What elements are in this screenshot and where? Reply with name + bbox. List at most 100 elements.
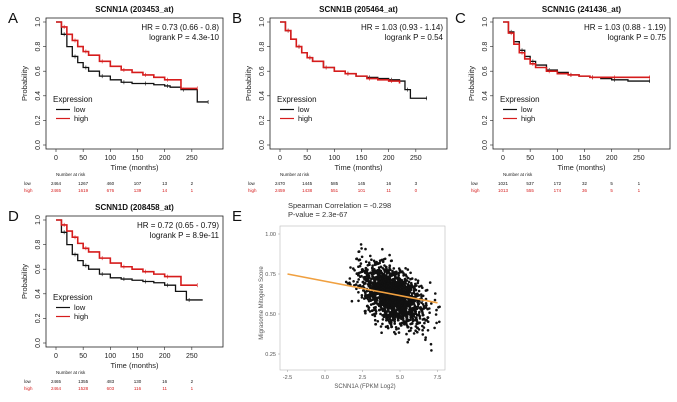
legend-label-high: high	[521, 114, 535, 123]
scatter-point	[390, 259, 393, 262]
risk-count-low: 1	[638, 181, 641, 186]
x-tick-label: 250	[186, 155, 198, 162]
y-tick-label: 0.25	[265, 352, 276, 358]
scatter-point	[364, 296, 368, 300]
scatter-point	[372, 306, 376, 310]
scatter-point	[360, 296, 364, 299]
scatter-point	[369, 280, 372, 283]
scatter-point	[394, 326, 398, 329]
scatter-point	[403, 284, 407, 287]
scatter-point	[416, 326, 419, 330]
panel-letter-c: C	[455, 10, 466, 27]
y-tick-label: 0.2	[259, 115, 266, 125]
scatter-point	[362, 276, 366, 279]
scatter-point	[403, 303, 406, 307]
risk-count-high: 116	[134, 386, 142, 391]
p-value-label: P-value = 2.3e-67	[288, 210, 347, 219]
km-curve-high	[280, 21, 401, 84]
scatter-point	[374, 322, 378, 326]
scatter-point	[393, 322, 396, 325]
y-tick-label: 0.0	[35, 140, 42, 150]
scatter-point	[400, 324, 403, 327]
scatter-point	[358, 264, 362, 268]
scatter-point	[379, 293, 382, 296]
km-curve-high	[56, 21, 198, 90]
scatter-point	[409, 309, 413, 313]
y-tick-label: 1.0	[35, 17, 42, 27]
scatter-point	[384, 325, 388, 329]
scatter-point	[397, 280, 400, 283]
scatter-point	[379, 265, 383, 269]
scatter-point	[397, 327, 400, 330]
risk-count-low: 1445	[302, 181, 313, 186]
plot-frame	[45, 17, 224, 150]
y-tick-label: 0.8	[35, 42, 42, 52]
scatter-point	[371, 264, 374, 267]
y-tick-label: 0.6	[482, 66, 489, 76]
scatter-point	[371, 292, 374, 295]
scatter-point	[421, 318, 425, 321]
y-tick-label: 0.50	[265, 312, 276, 318]
km-plot-c: SCNN1G (241436_at) HR = 1.03 (0.88 - 1.19…	[467, 5, 671, 193]
scatter-point	[390, 319, 393, 322]
legend-label-low: low	[74, 303, 86, 312]
scatter-point	[357, 250, 361, 253]
scatter-point	[387, 279, 390, 283]
risk-count-low: 16	[162, 379, 168, 384]
risk-count-low: 32	[582, 181, 588, 186]
scatter-point	[404, 279, 407, 283]
scatter-point	[435, 321, 438, 325]
scatter-point	[424, 319, 427, 322]
scatter-point	[376, 268, 380, 272]
scatter-point	[385, 301, 388, 305]
scatter-point	[411, 319, 415, 323]
scatter-point	[393, 300, 397, 304]
scatter-point	[376, 320, 380, 323]
y-axis-label: Probability	[20, 66, 29, 101]
scatter-point	[409, 316, 412, 319]
scatter-point	[382, 258, 385, 261]
hazard-ratio-label: HR = 1.03 (0.93 - 1.14)	[361, 23, 443, 32]
hazard-ratio-label: HR = 0.72 (0.65 - 0.79)	[137, 221, 219, 230]
scatter-point	[416, 313, 419, 317]
scatter-point	[407, 325, 410, 329]
scatter-point	[383, 304, 386, 308]
scatter-point	[361, 268, 364, 271]
risk-count-low: 1267	[78, 181, 89, 186]
risk-count-high: 603	[107, 386, 115, 391]
scatter-point	[416, 279, 420, 282]
risk-count-high: 1	[638, 188, 641, 193]
scatter-point	[367, 293, 371, 296]
scatter-point	[406, 340, 409, 344]
scatter-point	[430, 302, 433, 305]
legend-label-low: low	[298, 105, 310, 114]
plot-frame	[45, 215, 224, 348]
scatter-plot-e: Spearman Correlation = -0.298 P-value = …	[259, 201, 446, 390]
legend-label-high: high	[298, 114, 312, 123]
scatter-point	[373, 318, 377, 322]
scatter-point	[409, 326, 413, 330]
scatter-point	[395, 283, 399, 286]
scatter-point	[371, 298, 374, 302]
scatter-point	[375, 298, 379, 302]
risk-row-label-high: high	[24, 188, 33, 193]
scatter-point	[360, 294, 364, 297]
risk-count-low: 1355	[78, 379, 89, 384]
x-tick-label: 50	[79, 155, 87, 162]
scatter-point	[418, 315, 422, 318]
hazard-ratio-label: HR = 0.73 (0.66 - 0.8)	[141, 23, 219, 32]
scatter-point	[373, 312, 377, 316]
x-axis-label: Time (months)	[557, 163, 606, 172]
risk-count-high: 5	[610, 188, 613, 193]
y-tick-label: 0.8	[35, 240, 42, 250]
scatter-point	[430, 349, 433, 352]
risk-row-label-low: low	[248, 181, 256, 186]
scatter-point	[368, 276, 371, 279]
scatter-point	[376, 296, 380, 300]
risk-row-label-low: low	[24, 379, 32, 384]
y-tick-label: 0.4	[482, 91, 489, 101]
scatter-point	[400, 300, 404, 303]
risk-count-high: 1013	[498, 188, 509, 193]
scatter-point	[395, 308, 399, 312]
legend-label-low: low	[74, 105, 86, 114]
